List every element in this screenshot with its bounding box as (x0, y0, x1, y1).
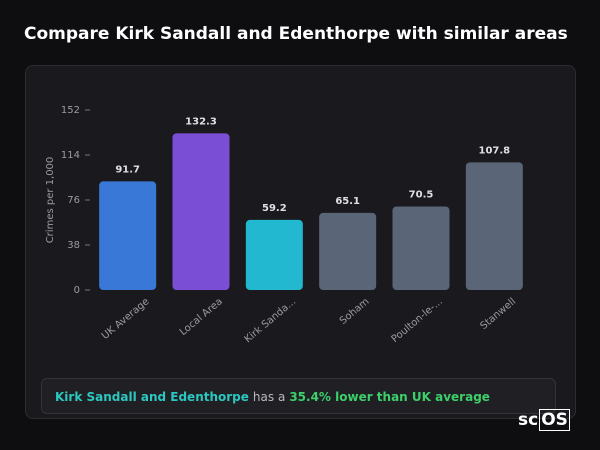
x-tick-label: UK Average (100, 296, 152, 342)
y-tick-label: 38 (67, 240, 80, 251)
bar (319, 212, 377, 290)
x-tick-label: Soham (338, 296, 372, 327)
bar (99, 181, 157, 290)
value-label: 132.3 (185, 116, 217, 127)
summary-highlight: 35.4% lower than UK average (289, 390, 490, 404)
bar (392, 206, 450, 290)
summary: Kirk Sandall and Edenthorpe has a 35.4% lo… (41, 378, 556, 414)
value-label: 91.7 (115, 164, 140, 175)
y-tick-label: 76 (67, 195, 80, 206)
bar (245, 219, 303, 290)
y-axis-label: Crimes per 1,000 (45, 157, 56, 244)
value-label: 59.2 (262, 203, 287, 214)
y-tick-label: 114 (61, 150, 80, 161)
page-title: Compare Kirk Sandall and Edenthorpe with… (24, 24, 568, 44)
y-tick-label: 152 (61, 105, 80, 116)
logo-box: OS (539, 409, 570, 431)
bar (465, 162, 523, 290)
bar (172, 133, 230, 290)
value-label: 65.1 (335, 196, 360, 207)
value-label: 70.5 (409, 190, 434, 201)
summary-area: Kirk Sandall and Edenthorpe (55, 390, 249, 404)
y-tick-label: 0 (74, 285, 80, 296)
logo-text: sc (518, 410, 539, 430)
x-tick-label: Kirk Sanda... (243, 296, 299, 345)
value-label: 107.8 (479, 145, 511, 156)
logo: sc OS (518, 409, 570, 431)
x-tick-label: Poulton-le-... (390, 296, 445, 345)
summary-text: has a (252, 390, 286, 404)
x-tick-label: Local Area (178, 296, 225, 338)
x-tick-label: Stanwell (478, 296, 518, 332)
